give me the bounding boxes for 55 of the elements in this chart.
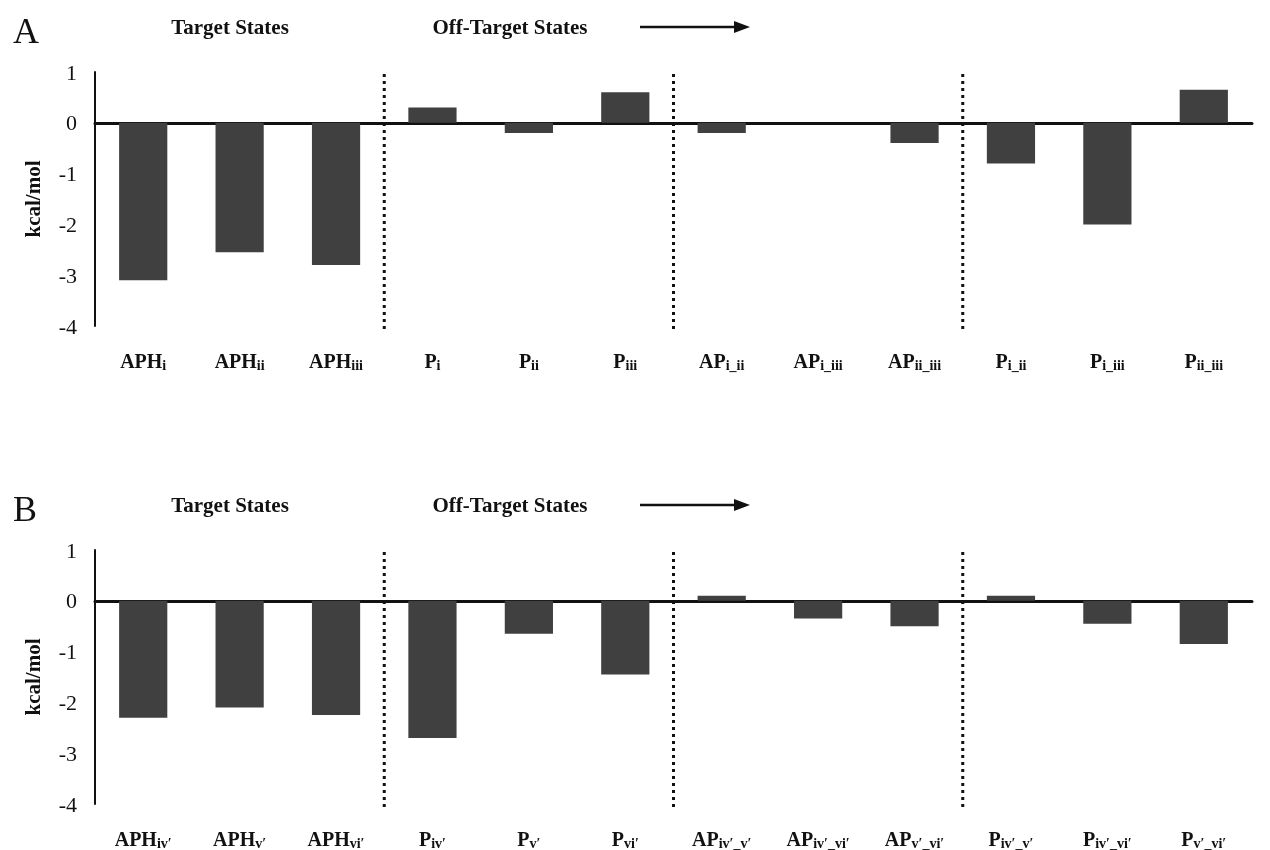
x-tick-label: Piii (613, 350, 638, 373)
y-tick-label: 1 (66, 59, 77, 85)
y-tick-label: -4 (58, 313, 77, 339)
bar (986, 122, 1036, 164)
y-tick-label: -2 (58, 211, 77, 237)
y-tick-label: -1 (58, 639, 77, 665)
x-tick-label: Piv′_vi′ (1082, 828, 1132, 850)
x-tick-label: Piv′ (418, 828, 447, 850)
text: Target States (171, 14, 289, 39)
y-tick-label: -3 (58, 262, 77, 288)
bar (1179, 89, 1228, 123)
x-tick-label: APi_iii (793, 350, 843, 373)
x-tick-label: Pv′_vi′ (1181, 828, 1227, 850)
y-tick-label: 0 (66, 588, 77, 614)
y-tick-label: 1 (66, 537, 77, 563)
x-tick-label: APHiv′ (114, 828, 172, 850)
bar (890, 122, 939, 144)
x-tick-label: Pi_iii (1089, 350, 1125, 373)
x-tick-label: APHv′ (213, 828, 267, 850)
x-tick-label: Pii (518, 350, 539, 373)
x-tick-label: APv′_vi′ (884, 828, 945, 850)
x-tick-label: Piv′_v′ (988, 828, 1034, 850)
chart-title: B (13, 489, 38, 529)
y-tick-label: -2 (58, 689, 77, 715)
text: Off-Target States (432, 14, 588, 39)
x-tick-label: APii_iii (887, 350, 942, 373)
chart-title: A (13, 11, 39, 51)
bar (119, 122, 168, 281)
x-tick-label: APiv′_v′ (691, 828, 752, 850)
x-tick-label: APHi (120, 350, 167, 373)
y-axis-title: kcal/mol (20, 638, 45, 716)
text: Off-Target States (432, 492, 588, 517)
bar (1083, 122, 1132, 225)
y-tick-label: -3 (58, 740, 77, 766)
bar (215, 122, 264, 253)
x-tick-label: Pi_ii (995, 350, 1027, 373)
y-tick-label: -1 (58, 161, 77, 187)
x-tick-label: APHvi′ (307, 828, 365, 850)
bar (311, 122, 361, 266)
x-tick-label: Pvi′ (611, 828, 639, 850)
bar (601, 92, 650, 123)
x-tick-label: APHii (214, 350, 265, 373)
x-tick-label: Pi (424, 350, 441, 373)
bar (408, 107, 457, 123)
x-tick-label: Pii_iii (1184, 350, 1224, 373)
x-tick-label: APiv′_vi′ (786, 828, 850, 850)
bar (504, 122, 553, 133)
x-tick-label: APHiii (309, 350, 364, 373)
y-axis-title: kcal/mol (20, 160, 45, 238)
x-tick-label: APi_ii (699, 350, 745, 373)
y-tick-label: 0 (66, 110, 77, 136)
x-tick-label: Pv′ (517, 828, 541, 850)
bar (697, 122, 746, 133)
y-tick-label: -4 (58, 791, 77, 817)
text: Target States (171, 492, 289, 517)
